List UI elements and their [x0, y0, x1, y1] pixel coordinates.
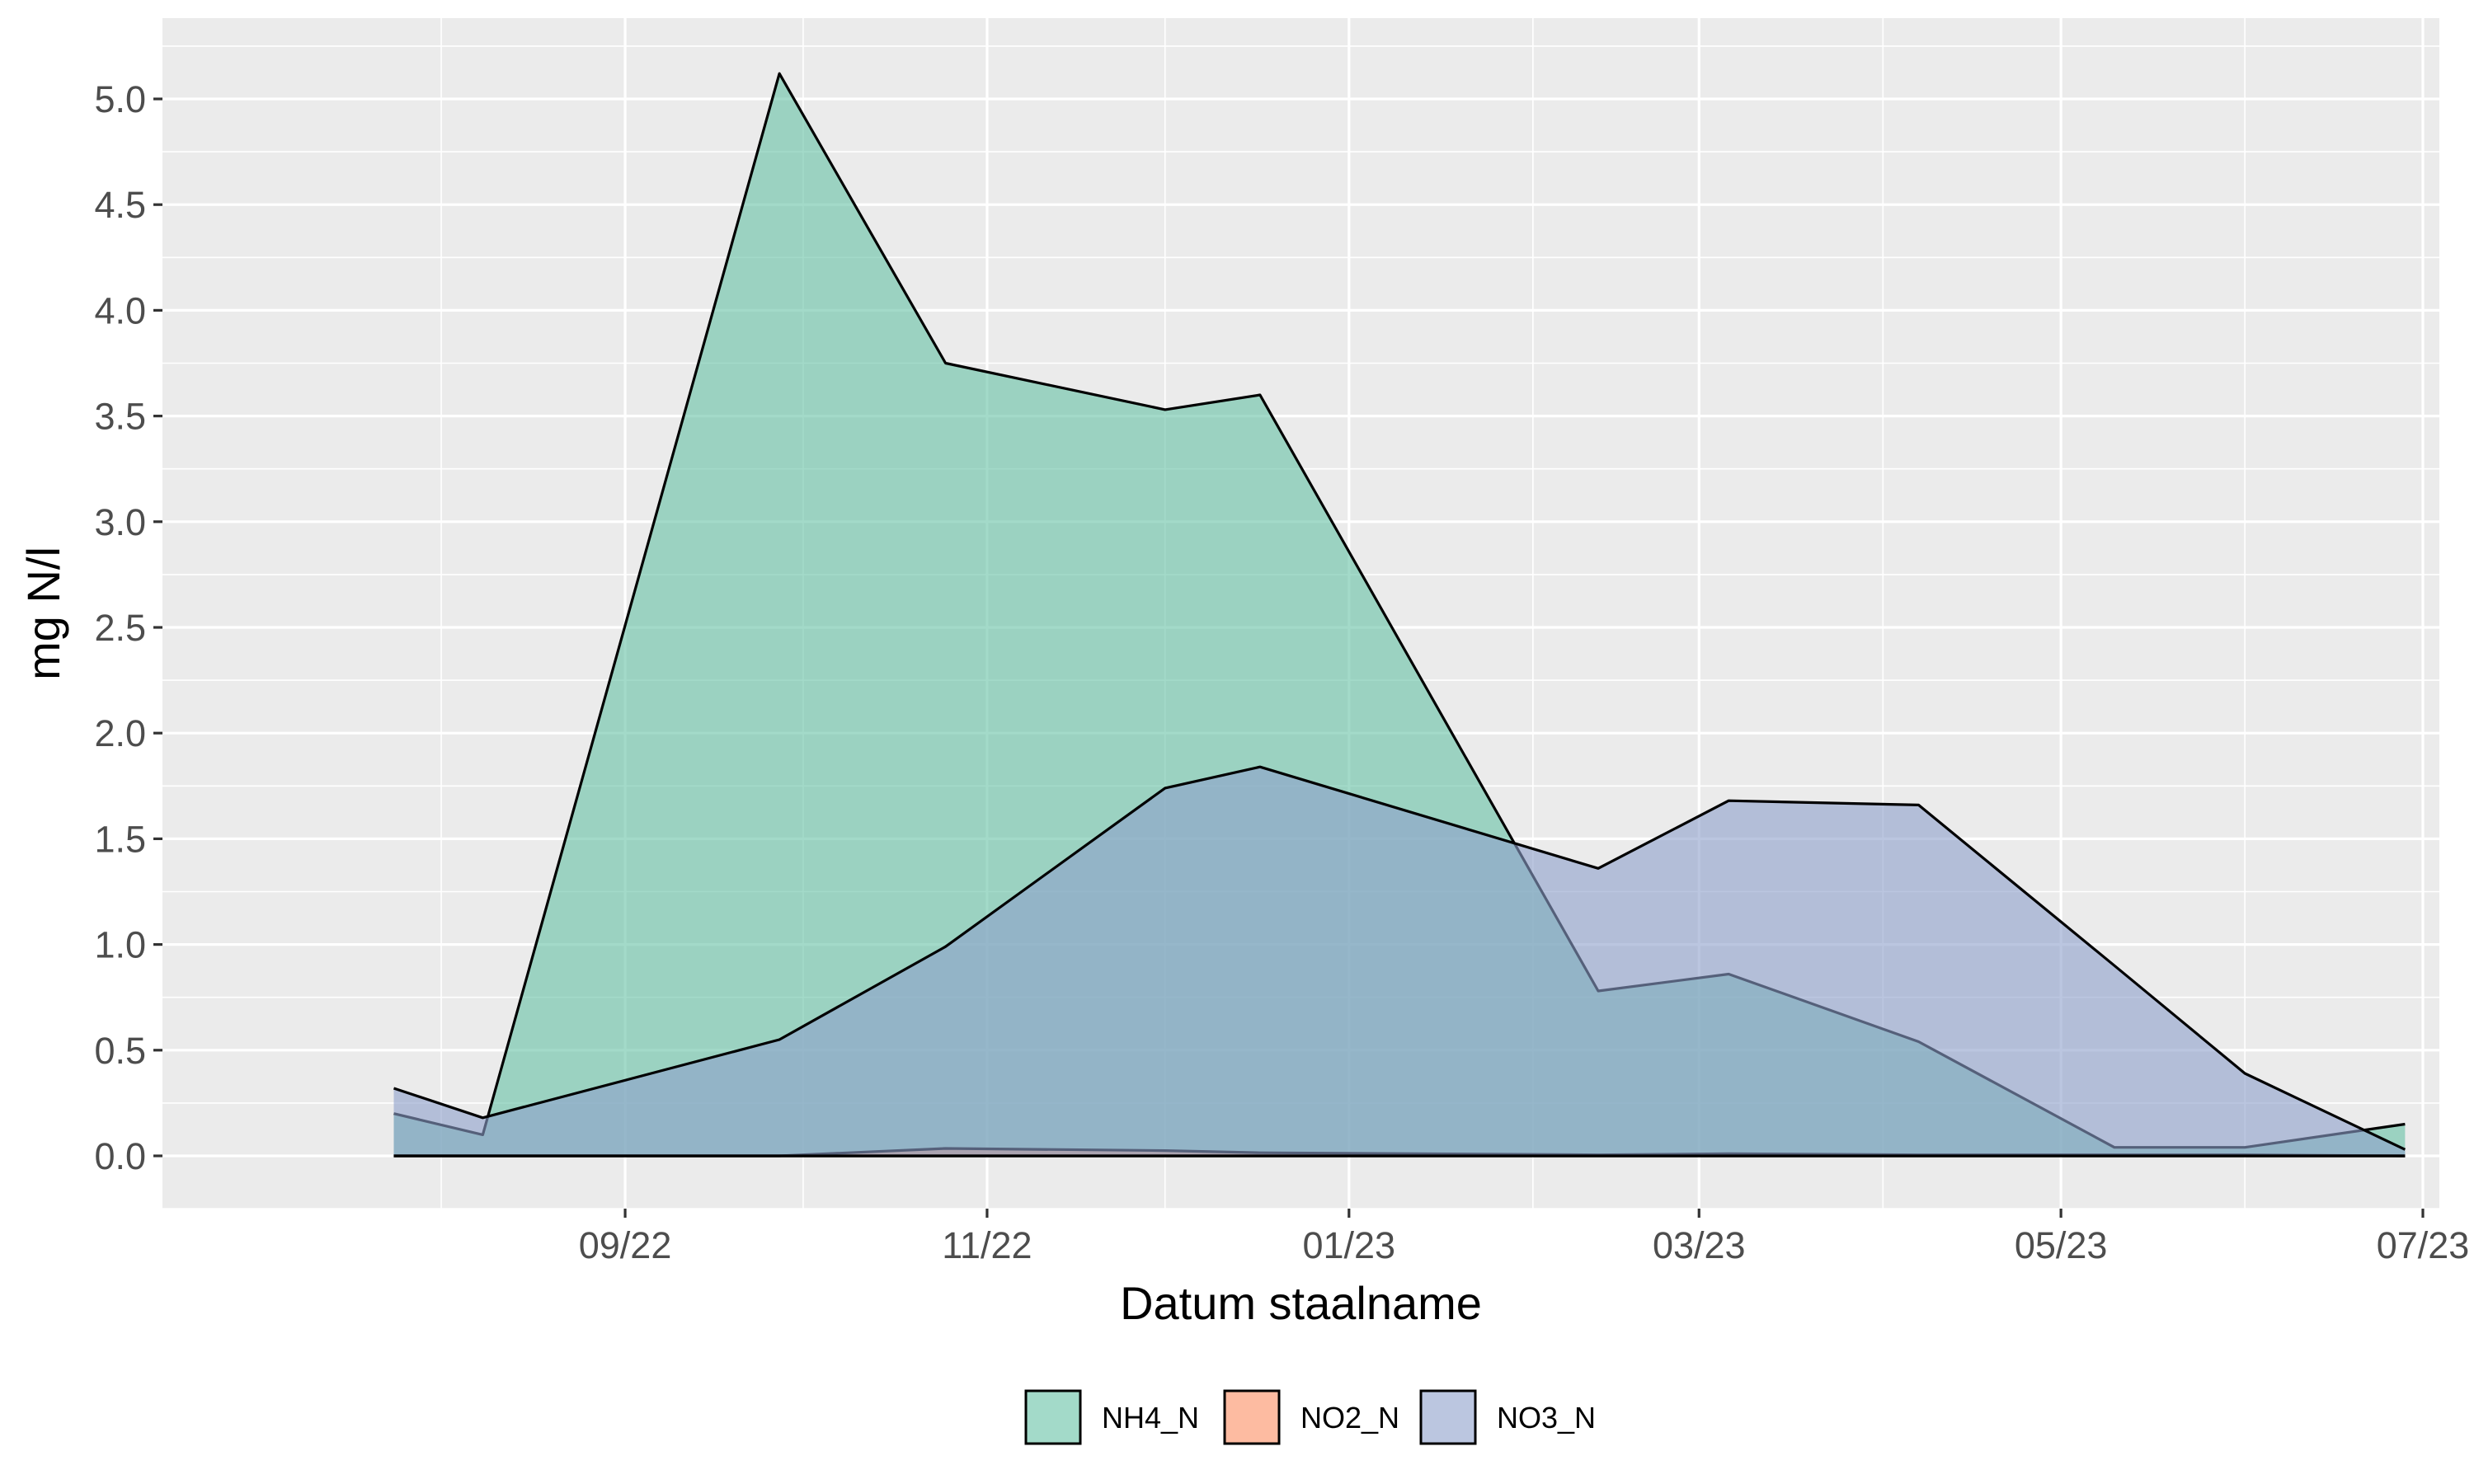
legend-key-nh4-n	[1024, 1389, 1082, 1445]
y-tick-label: 2.0	[94, 712, 146, 754]
x-axis-title: Datum staalname	[1120, 1277, 1482, 1329]
y-tick-label: 0.5	[94, 1030, 146, 1072]
legend-label-nh4-n: NH4_N	[1102, 1401, 1199, 1435]
y-tick-label: 2.5	[94, 607, 146, 649]
y-tick-label: 1.5	[94, 818, 146, 860]
area-nh4-n	[393, 73, 2406, 1157]
legend-label-no3-n: NO3_N	[1497, 1401, 1596, 1435]
x-tick-label: 11/22	[942, 1224, 1032, 1266]
x-tick-label: 09/22	[579, 1224, 672, 1266]
x-tick-label: 01/23	[1302, 1224, 1395, 1266]
y-tick-label: 4.5	[94, 184, 146, 226]
legend: NH4_N NO2_N NO3_N	[1024, 1389, 1596, 1445]
y-tick-label: 3.5	[94, 396, 146, 438]
legend-label-no2-n: NO2_N	[1300, 1401, 1399, 1435]
y-axis-title: mg N/l	[17, 547, 69, 680]
y-tick-label: 3.0	[94, 501, 146, 543]
x-tick-label: 05/23	[2015, 1224, 2108, 1266]
area-series	[393, 72, 2406, 1158]
y-tick-label: 0.0	[94, 1135, 146, 1177]
x-tick-label: 03/23	[1653, 1224, 1746, 1266]
area-no3-n	[393, 767, 2406, 1156]
x-axis: 09/22 11/22 01/23 03/23 05/23 07/23	[579, 1209, 2470, 1266]
legend-key-no3-n	[1419, 1389, 1477, 1445]
line-no3-n	[393, 765, 2406, 1151]
x-tick-label: 07/23	[2377, 1224, 2470, 1266]
y-tick-label: 5.0	[94, 78, 146, 120]
y-tick-label: 4.0	[94, 289, 146, 331]
legend-key-no2-n	[1223, 1389, 1281, 1445]
y-tick-label: 1.0	[94, 924, 146, 966]
y-axis: 0.0 0.5 1.0 1.5 2.0 2.5 3.0 3.5 4.0 4.5 5.0	[94, 78, 162, 1177]
